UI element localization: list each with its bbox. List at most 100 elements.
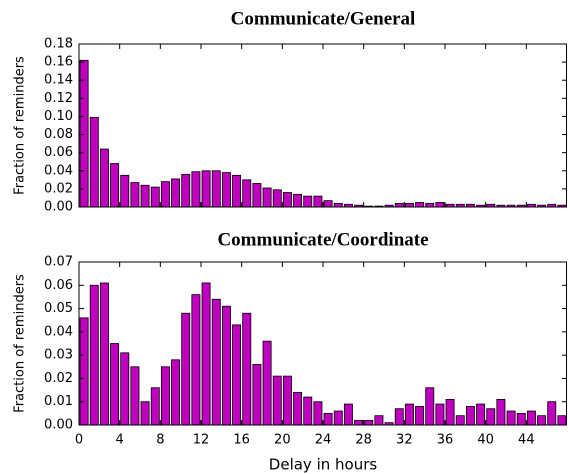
bar	[160, 366, 170, 426]
y-tick-label: 0.04	[44, 163, 73, 178]
bar	[547, 401, 557, 426]
bar	[232, 174, 242, 208]
x-tick-label: 20	[274, 433, 291, 448]
bar	[496, 398, 506, 426]
bar	[303, 195, 313, 208]
y-tick-label: 0.01	[44, 394, 73, 409]
y-axis-label: Fraction of reminders	[13, 274, 28, 413]
bar	[435, 202, 445, 208]
bar	[242, 312, 252, 426]
y-tick-label: 0.07	[44, 255, 73, 270]
x-axis-label: Delay in hours	[269, 456, 378, 474]
bar	[262, 340, 272, 426]
bar	[99, 148, 109, 208]
bar	[89, 116, 99, 208]
bar	[252, 364, 262, 426]
bar	[160, 181, 170, 208]
x-tick-label: 36	[437, 433, 454, 448]
y-tick-label: 0.04	[44, 324, 73, 339]
y-tick-label: 0.06	[44, 145, 73, 160]
bar	[79, 59, 89, 208]
bar	[110, 343, 120, 426]
bar	[323, 200, 333, 208]
y-tick-label: 0.05	[44, 301, 73, 316]
y-tick-label: 0.12	[44, 91, 73, 106]
bar	[110, 163, 120, 208]
x-tick-label: 24	[315, 433, 332, 448]
x-tick-label: 28	[355, 433, 372, 448]
bar	[120, 174, 130, 208]
bar	[150, 387, 160, 426]
bar	[465, 405, 475, 426]
y-tick-label: 0.00	[44, 418, 73, 433]
bar	[537, 415, 547, 426]
bar	[272, 375, 282, 426]
bar	[415, 405, 425, 426]
bar	[374, 415, 384, 426]
y-tick-label: 0.02	[44, 181, 73, 196]
bar	[293, 391, 303, 426]
bar	[394, 202, 404, 208]
bar	[201, 170, 211, 208]
plot-frame	[78, 43, 567, 208]
bar	[293, 193, 303, 208]
bar	[506, 410, 516, 426]
bar	[140, 401, 150, 426]
chart-title: Communicate/Coordinate	[217, 229, 428, 250]
y-axis-label: Fraction of reminders	[13, 56, 28, 195]
plot-frame	[78, 261, 567, 426]
bar	[130, 366, 140, 426]
bar	[425, 387, 435, 426]
bar	[455, 415, 465, 426]
x-tick-label: 44	[518, 433, 535, 448]
y-tick-label: 0.00	[44, 200, 73, 215]
bar	[89, 284, 99, 426]
x-tick-label: 4	[116, 433, 124, 448]
bar	[313, 195, 323, 208]
x-tick-label: 40	[477, 433, 494, 448]
bar	[171, 359, 181, 426]
bar	[211, 298, 221, 426]
y-tick-label: 0.06	[44, 278, 73, 293]
bar	[394, 408, 404, 426]
bar	[282, 192, 292, 208]
y-tick-label: 0.16	[44, 55, 73, 70]
bar	[130, 182, 140, 208]
bar	[252, 183, 262, 208]
bar	[404, 202, 414, 208]
bar	[526, 410, 536, 426]
bar	[181, 173, 191, 208]
bar	[333, 202, 343, 208]
bar	[516, 412, 526, 426]
bar	[191, 171, 201, 208]
y-tick-label: 0.08	[44, 127, 73, 142]
bar	[486, 408, 496, 426]
bar	[242, 179, 252, 208]
bar	[221, 172, 231, 208]
bar	[323, 412, 333, 426]
bar	[99, 282, 109, 426]
bar	[425, 202, 435, 208]
y-tick-label: 0.10	[44, 109, 73, 124]
bar	[282, 375, 292, 426]
bar	[171, 178, 181, 208]
x-tick-label: 16	[233, 433, 250, 448]
chart-title: Communicate/General	[231, 8, 416, 29]
bar	[79, 317, 89, 426]
bar	[272, 189, 282, 208]
y-tick-label: 0.02	[44, 371, 73, 386]
bar	[181, 312, 191, 426]
bar	[120, 352, 130, 426]
bar	[211, 170, 221, 208]
bar	[232, 324, 242, 426]
x-tick-label: 32	[396, 433, 413, 448]
y-tick-label: 0.14	[44, 73, 73, 88]
bar	[201, 282, 211, 426]
x-tick-label: 8	[156, 433, 164, 448]
x-tick-label: 12	[193, 433, 210, 448]
bar	[313, 401, 323, 426]
y-tick-label: 0.18	[44, 37, 73, 52]
bar	[333, 410, 343, 426]
x-tick-label: 0	[75, 433, 83, 448]
